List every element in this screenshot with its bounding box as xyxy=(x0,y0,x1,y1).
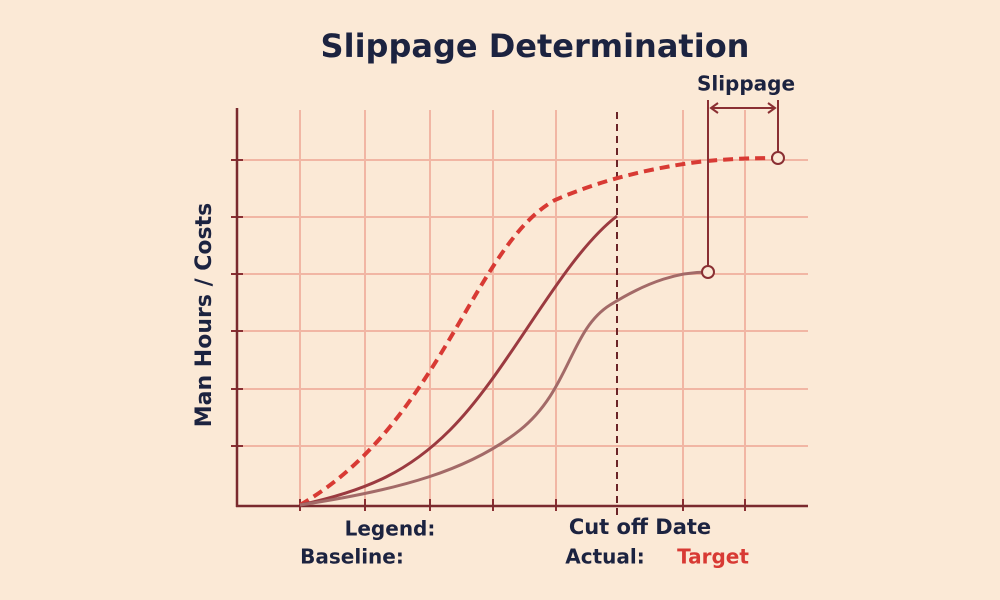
actual-end xyxy=(701,265,715,279)
slippage-bracket xyxy=(707,100,779,266)
legend-heading: Legend: xyxy=(345,517,436,541)
target-end xyxy=(771,151,785,165)
baseline-curve xyxy=(299,214,618,507)
legend-actual: Actual: xyxy=(565,545,644,569)
slippage-label: Slippage xyxy=(697,72,795,96)
title: Slippage Determination xyxy=(321,27,750,65)
legend-baseline: Baseline: xyxy=(300,545,404,569)
y-axis-label: Man Hours / Costs xyxy=(192,203,217,428)
actual-curve xyxy=(299,270,709,507)
cutoff-label: Cut off Date xyxy=(569,515,711,539)
target-curve xyxy=(298,156,779,507)
legend-target: Target xyxy=(677,545,749,569)
